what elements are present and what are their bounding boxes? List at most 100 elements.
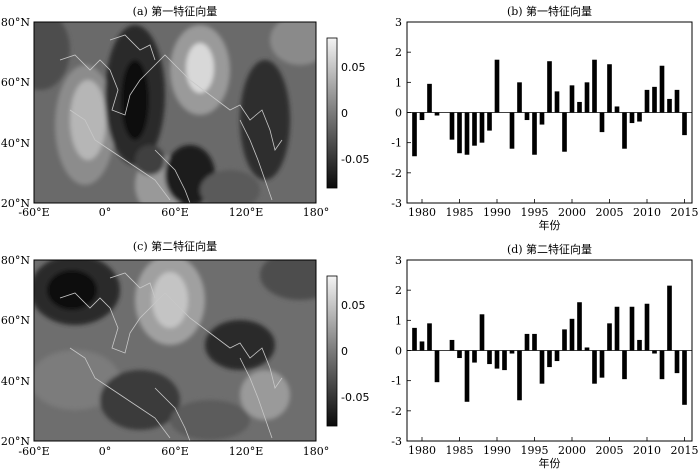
bar — [637, 112, 642, 122]
bar — [487, 350, 492, 365]
bar — [614, 306, 620, 351]
y-tick-label: 0 — [395, 107, 402, 120]
bar — [517, 350, 522, 401]
bar — [667, 98, 672, 113]
y-tick-label: -1 — [391, 375, 402, 388]
bar — [427, 83, 432, 113]
bar — [494, 59, 500, 113]
bar — [614, 106, 620, 113]
map-panel-c: (c) 第二特征向量 — [1, 239, 370, 458]
colorbar-tick: 0 — [341, 107, 348, 120]
bar — [509, 112, 515, 149]
y-tick-label: 1 — [395, 314, 402, 327]
bar — [494, 350, 500, 369]
bar — [569, 85, 575, 113]
bar — [449, 339, 455, 351]
map-c-axes: 80°N 60°N 40°N 20°N -60°E 0° 60°E 120°E … — [1, 254, 329, 458]
map-c-lon-label: -60°E — [18, 445, 49, 458]
map-c-coastlines — [59, 272, 283, 441]
x-tick-label: 2000 — [558, 206, 586, 219]
bar — [607, 64, 612, 113]
map-a-lon-label: 0° — [99, 206, 112, 219]
map-c-lat-label: 80°N — [1, 254, 30, 267]
map-c-lat-label: 60°N — [1, 314, 30, 327]
x-axis-label: 年份 — [539, 456, 561, 470]
map-c-lon-label: 0° — [99, 445, 112, 458]
bar — [464, 350, 470, 402]
bar — [577, 101, 582, 113]
map-a-lon-label: -60°E — [18, 206, 49, 219]
bar — [599, 112, 605, 133]
y-tick-label: 3 — [395, 16, 402, 29]
map-c-title: (c) 第二特征向量 — [133, 239, 217, 253]
bar — [674, 89, 680, 113]
map-c-field — [34, 260, 316, 441]
x-tick-label: 1980 — [408, 444, 436, 457]
bar — [637, 339, 642, 351]
bar — [412, 112, 417, 157]
colorbar-tick: 0 — [341, 345, 348, 358]
bar — [592, 350, 597, 384]
bar — [659, 350, 665, 380]
y-tick-label: -3 — [391, 197, 402, 210]
bar — [622, 350, 627, 380]
x-tick-label: 1990 — [483, 444, 511, 457]
bar — [584, 82, 590, 113]
bar — [532, 333, 537, 351]
bar-chart-d: (d) 第二特征向量 3 2 1 0 -1 -2 -3 1980 1985 1990 1995 2000… — [391, 242, 698, 470]
x-tick-label: 1985 — [446, 206, 474, 219]
bar — [644, 303, 650, 351]
bar — [659, 65, 665, 113]
bar — [592, 59, 597, 113]
x-tick-label: 1990 — [483, 206, 511, 219]
bar — [607, 323, 612, 351]
x-axis-label: 年份 — [539, 218, 561, 232]
map-a-colorbar: 0.05 0 -0.05 — [326, 37, 369, 189]
bar — [629, 112, 635, 124]
bar — [682, 350, 687, 405]
bar — [479, 314, 485, 351]
bar — [472, 350, 477, 363]
y-tick-label: -1 — [391, 137, 402, 150]
chart-title: (d) 第二特征向量 — [507, 242, 592, 256]
map-panel-a: (a) 第一特征向量 — [1, 4, 370, 219]
bar — [449, 112, 455, 140]
x-tick-label: 2015 — [671, 444, 699, 457]
map-c-lon-label: 120°E — [229, 445, 264, 458]
bar — [547, 350, 552, 368]
bar — [569, 318, 575, 351]
map-c-frame — [33, 259, 317, 442]
bar — [472, 112, 477, 146]
x-tick-label: 1980 — [408, 206, 436, 219]
bar — [419, 341, 425, 351]
bar — [539, 350, 545, 384]
bar — [479, 112, 485, 143]
bar — [562, 112, 567, 152]
y-tick-label: 1 — [395, 76, 402, 89]
colorbar-tick: 0.05 — [341, 299, 366, 312]
bar — [457, 112, 462, 154]
bar — [554, 350, 560, 362]
colorbar-tick: -0.05 — [341, 153, 369, 166]
map-c-lon-label: 180° — [303, 445, 330, 458]
bar — [457, 350, 462, 359]
y-tick-label: 0 — [395, 345, 402, 358]
x-tick-label: 2000 — [558, 444, 586, 457]
map-a-lon-label: 120°E — [229, 206, 264, 219]
bar-chart-b: (b) 第一特征向量 3 2 1 0 -1 -2 -3 1980 1985 1990 1995 2000… — [391, 4, 698, 232]
bar — [419, 112, 425, 121]
map-a-lon-label: 60°E — [161, 206, 189, 219]
map-a-title: (a) 第一特征向量 — [133, 4, 218, 18]
map-c-lat-label: 20°N — [1, 435, 30, 448]
bar — [532, 112, 537, 155]
bar — [517, 82, 522, 113]
map-a-axes: 80°N 60°N 40°N 20°N -60°E 0° 60°E 120°E … — [1, 16, 329, 219]
bar — [682, 112, 687, 136]
bar — [652, 86, 657, 113]
bar — [524, 112, 530, 121]
x-tick-label: 1985 — [446, 444, 474, 457]
map-a-frame — [33, 21, 317, 204]
x-tick-label: 2010 — [633, 444, 661, 457]
map-a-coastlines — [59, 34, 283, 203]
